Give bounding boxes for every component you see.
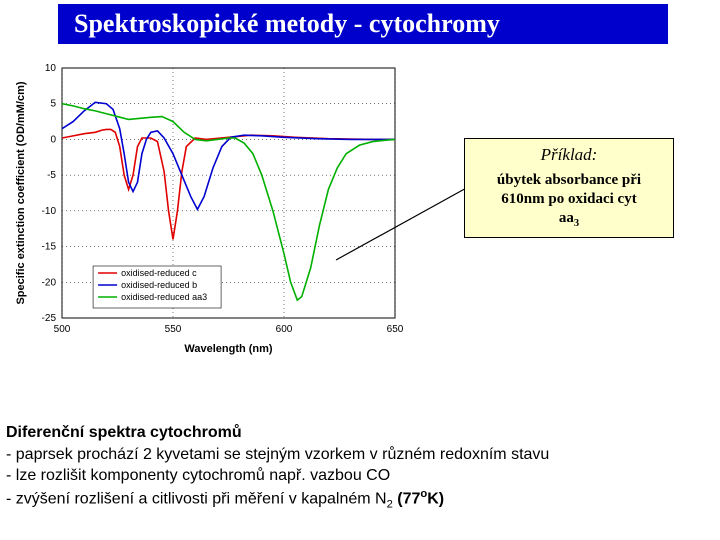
callout-line2: 610nm po oxidaci cyt (501, 191, 636, 207)
svg-text:Wavelength (nm): Wavelength (nm) (184, 343, 273, 355)
callout-body: úbytek absorbance při 610nm po oxidaci c… (473, 171, 665, 230)
svg-text:-20: -20 (42, 277, 57, 288)
svg-text:-15: -15 (42, 242, 57, 253)
svg-text:-5: -5 (47, 170, 56, 181)
callout-arrow (330, 180, 480, 270)
callout-line3-sub: 3 (574, 218, 579, 229)
notes-line2: - lze rozlišit komponenty cytochromů nap… (6, 465, 706, 487)
example-callout: Příklad: úbytek absorbance při 610nm po … (464, 138, 674, 238)
page-title: Spektroskopické metody - cytochromy (74, 9, 500, 39)
svg-text:Specific extinction coefficien: Specific extinction coefficient (OD/mM/c… (15, 81, 27, 304)
svg-text:600: 600 (276, 324, 293, 335)
svg-text:oxidised-reduced aa3: oxidised-reduced aa3 (121, 292, 207, 302)
svg-text:550: 550 (165, 324, 182, 335)
notes-block: Diferenční spektra cytochromů - paprsek … (6, 422, 706, 512)
svg-text:650: 650 (387, 324, 404, 335)
svg-text:500: 500 (54, 324, 71, 335)
svg-text:10: 10 (45, 63, 57, 74)
svg-text:-25: -25 (42, 313, 57, 324)
callout-title: Příklad: (473, 145, 665, 165)
svg-text:oxidised-reduced b: oxidised-reduced b (121, 280, 197, 290)
notes-heading: Diferenční spektra cytochromů (6, 422, 706, 444)
callout-line1: úbytek absorbance při (497, 172, 641, 188)
svg-text:-10: -10 (42, 206, 57, 217)
callout-line3-prefix: aa (559, 210, 574, 226)
svg-text:0: 0 (50, 134, 56, 145)
notes-line1: - paprsek prochází 2 kyvetami se stejným… (6, 444, 706, 466)
notes-line3: - zvýšení rozlišení a citlivosti při měř… (6, 487, 706, 513)
svg-text:oxidised-reduced c: oxidised-reduced c (121, 268, 197, 278)
svg-text:5: 5 (50, 99, 56, 110)
title-bar: Spektroskopické metody - cytochromy (58, 4, 668, 44)
